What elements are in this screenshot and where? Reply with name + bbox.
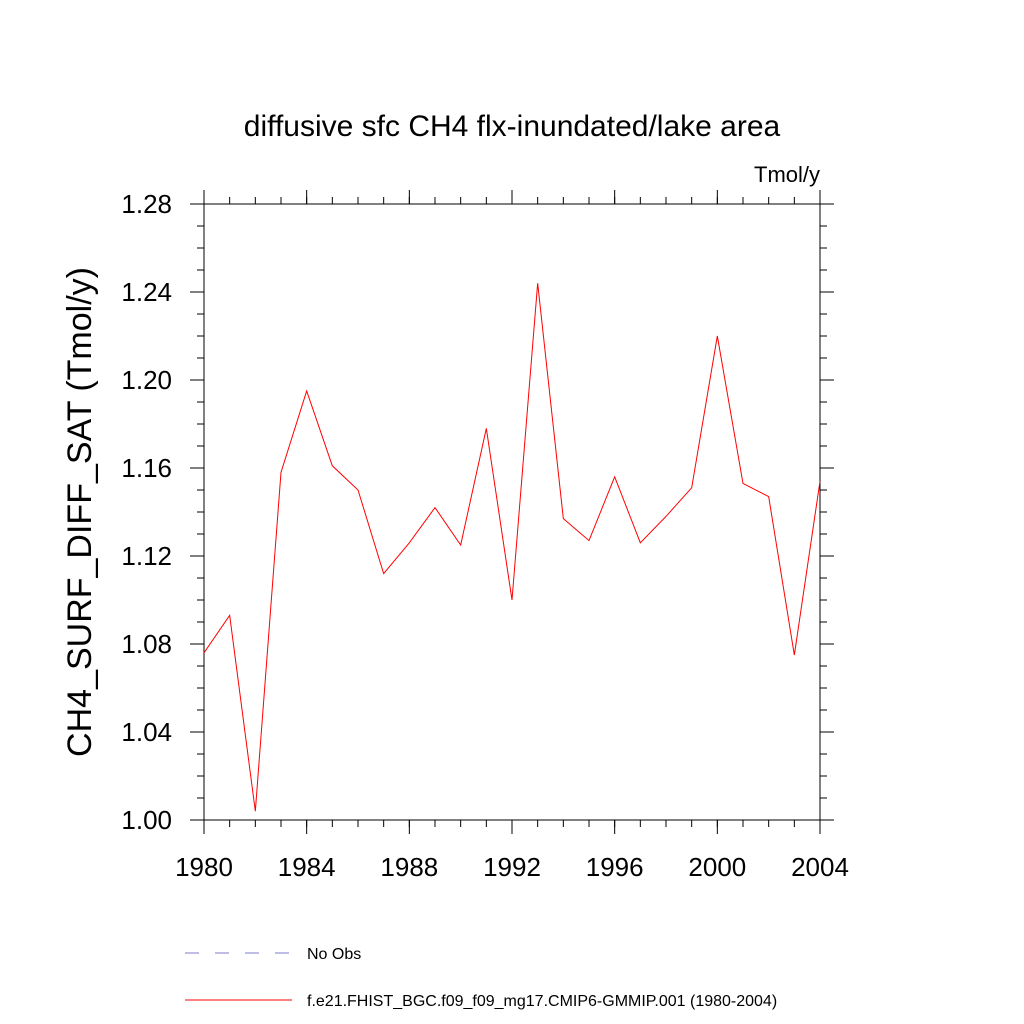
x-tick-label: 2004 <box>791 852 849 882</box>
y-tick-label: 1.16 <box>121 453 172 483</box>
x-tick-label: 1996 <box>586 852 644 882</box>
y-tick-label: 1.00 <box>121 805 172 835</box>
plot-frame <box>203 203 821 821</box>
legend-label: f.e21.FHIST_BGC.f09_f09_mg17.CMIP6-GMMIP… <box>307 993 777 1010</box>
axes: 1.00 1.04 1.08 1.12 1.16 1.20 1.24 1.28 1980 1984… <box>121 189 849 882</box>
x-tick-label: 1988 <box>380 852 438 882</box>
chart-title: diffusive sfc CH4 flx-inundated/lake are… <box>244 110 781 143</box>
units-label: Tmol/y <box>754 162 820 187</box>
series-layer <box>203 283 821 812</box>
y-tick-label: 1.28 <box>121 189 172 219</box>
series-line-0 <box>203 283 821 812</box>
legend-label: No Obs <box>307 946 361 963</box>
y-tick-label: 1.04 <box>121 717 172 747</box>
x-tick-label: 1992 <box>483 852 541 882</box>
legend: No Obs f.e21.FHIST_BGC.f09_f09_mg17.CMIP6… <box>185 946 777 1010</box>
y-axis-label: CH4_SURF_DIFF_SAT (Tmol/y) <box>61 267 99 757</box>
y-tick-label: 1.12 <box>121 541 172 571</box>
x-tick-label: 1984 <box>278 852 336 882</box>
y-tick-label: 1.20 <box>121 365 172 395</box>
x-tick-label: 1980 <box>175 852 233 882</box>
x-tick-label: 2000 <box>688 852 746 882</box>
y-tick-label: 1.24 <box>121 277 172 307</box>
y-tick-label: 1.08 <box>121 629 172 659</box>
